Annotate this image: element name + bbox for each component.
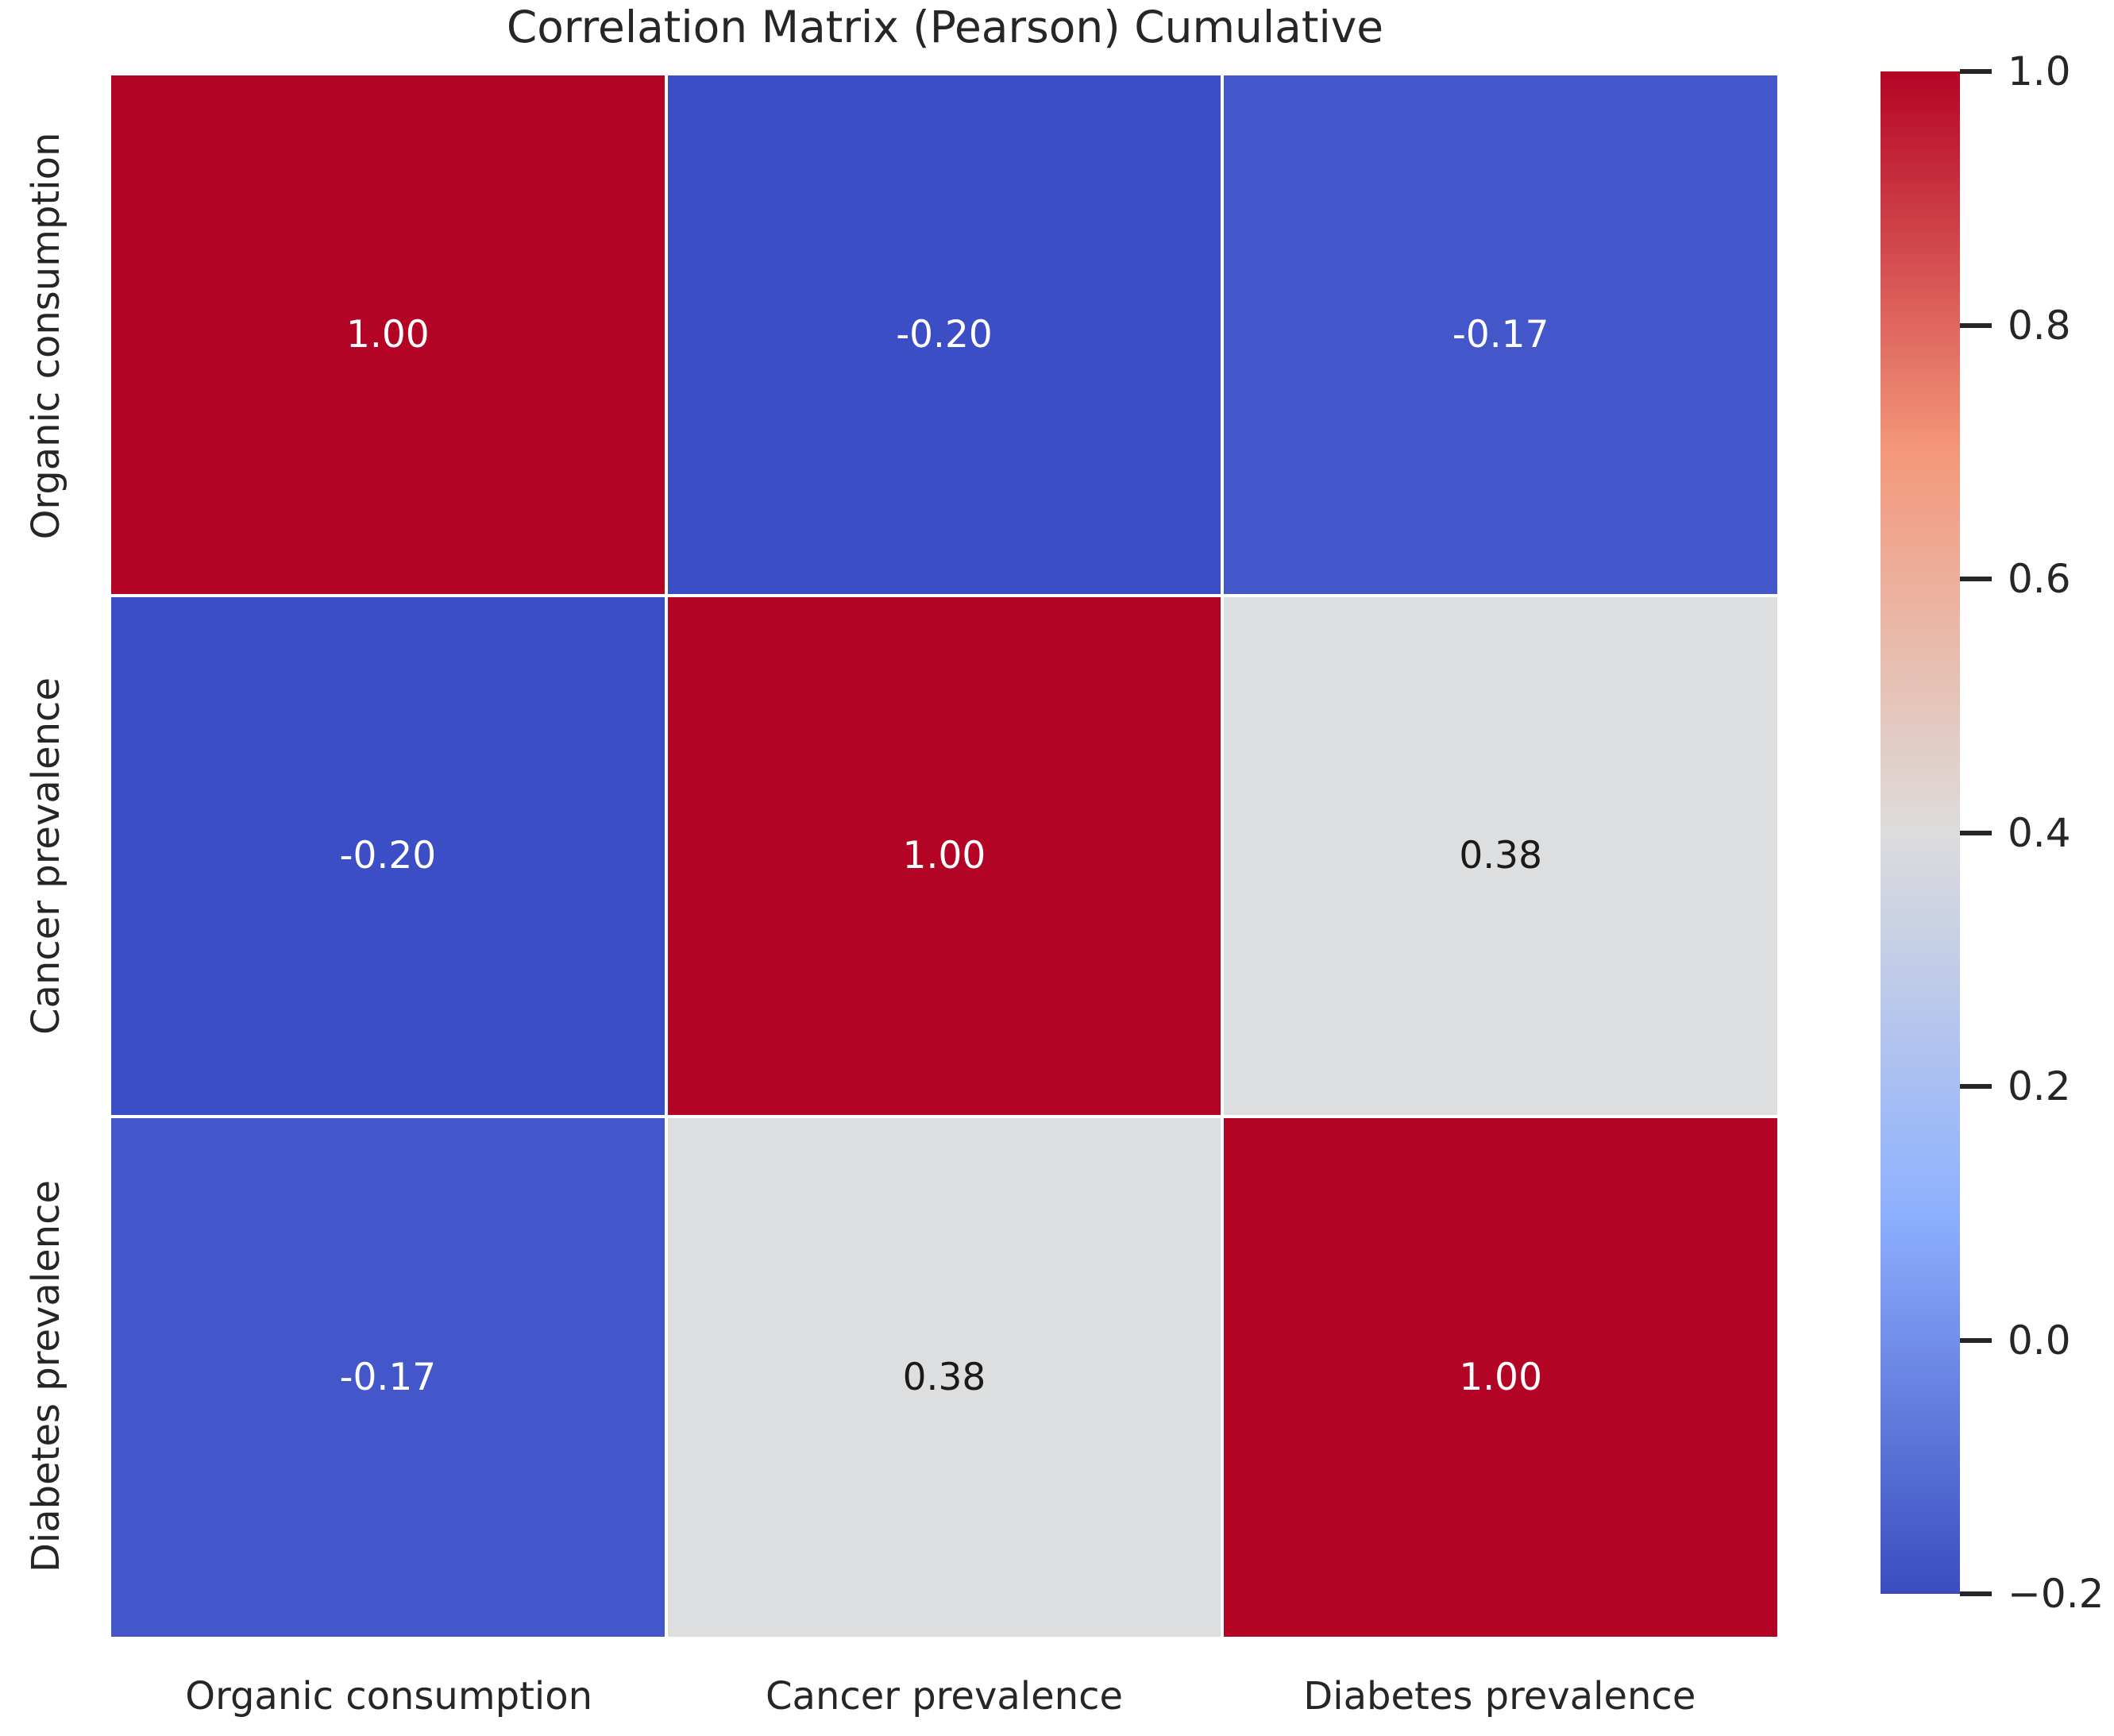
colorbar-tick-label: 0.8 [2008,302,2071,349]
heatmap-cell: 0.38 [1224,596,1777,1116]
colorbar-tick [1960,1084,1992,1089]
y-axis-label: Diabetes prevalence [24,1180,68,1573]
colorbar-tick [1960,1337,1992,1343]
heatmap-cell: -0.20 [111,596,665,1116]
colorbar-tick-label: 0.6 [2008,556,2071,602]
colorbar-tick-label: 1.0 [2008,48,2071,95]
heatmap-cell: 0.38 [667,1118,1221,1637]
heatmap: 1.00 -0.20 -0.17 -0.20 1.00 0.38 -0.17 0.38 1.00 [111,75,1777,1637]
colorbar-tick-label: −0.2 [2008,1571,2104,1617]
colorbar-tick-label: 0.2 [2008,1063,2071,1109]
colorbar-tick [1960,577,1992,581]
colorbar-tick [1960,830,1992,835]
colorbar-tick-label: 0.0 [2008,1317,2071,1364]
heatmap-cell: -0.17 [111,1118,665,1637]
y-axis-label: Cancer prevalence [24,677,68,1035]
heatmap-cell: -0.17 [1224,75,1777,594]
heatmap-cell: 1.00 [1224,1118,1777,1637]
colorbar-tick [1960,322,1992,328]
heatmap-cell: 1.00 [667,596,1221,1116]
x-axis-label: Organic consumption [185,1674,593,1719]
x-axis-label: Diabetes prevalence [1303,1674,1696,1719]
colorbar-gradient [1881,71,1960,1594]
x-axis-label: Cancer prevalence [766,1674,1123,1719]
chart-title: Correlation Matrix (Pearson) Cumulative [506,2,1384,52]
y-axis-label: Organic consumption [24,132,68,540]
colorbar-tick [1960,1591,1992,1596]
colorbar-tick-label: 0.4 [2008,809,2071,856]
heatmap-cell: 1.00 [111,75,665,594]
colorbar-tick [1960,69,1992,74]
heatmap-cell: -0.20 [667,75,1221,594]
